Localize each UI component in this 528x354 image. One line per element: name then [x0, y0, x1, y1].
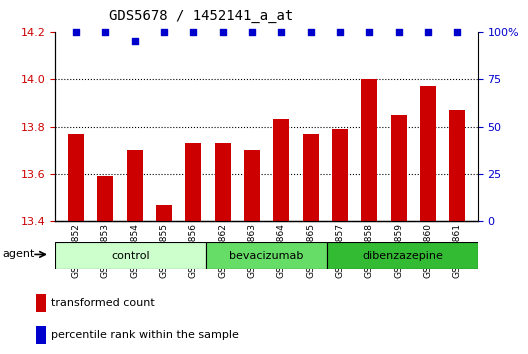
- Bar: [185, 143, 201, 221]
- Point: [365, 29, 373, 35]
- Text: agent: agent: [3, 250, 35, 259]
- Point: [277, 29, 286, 35]
- Point: [72, 29, 80, 35]
- Point: [248, 29, 256, 35]
- Point: [306, 29, 315, 35]
- Point: [394, 29, 403, 35]
- Bar: [420, 86, 436, 221]
- Point: [189, 29, 197, 35]
- Point: [160, 29, 168, 35]
- Point: [101, 29, 109, 35]
- Point: [453, 29, 461, 35]
- Point: [336, 29, 344, 35]
- Bar: [361, 79, 378, 221]
- Text: bevacizumab: bevacizumab: [230, 251, 304, 261]
- Bar: [36, 326, 46, 344]
- Bar: [206, 242, 327, 269]
- Bar: [55, 242, 206, 269]
- Bar: [327, 242, 478, 269]
- Text: dibenzazepine: dibenzazepine: [362, 251, 443, 261]
- Text: transformed count: transformed count: [51, 298, 155, 308]
- Point: [130, 39, 139, 44]
- Bar: [449, 110, 465, 221]
- Bar: [156, 205, 172, 221]
- Bar: [274, 119, 289, 221]
- Point: [424, 29, 432, 35]
- Text: control: control: [111, 251, 150, 261]
- Bar: [68, 134, 84, 221]
- Bar: [391, 115, 407, 221]
- Text: GDS5678 / 1452141_a_at: GDS5678 / 1452141_a_at: [109, 9, 293, 23]
- Bar: [332, 129, 348, 221]
- Bar: [214, 143, 231, 221]
- Bar: [244, 150, 260, 221]
- Point: [219, 29, 227, 35]
- Bar: [97, 176, 114, 221]
- Bar: [36, 295, 46, 312]
- Bar: [127, 150, 143, 221]
- Bar: [303, 134, 319, 221]
- Text: percentile rank within the sample: percentile rank within the sample: [51, 330, 239, 340]
